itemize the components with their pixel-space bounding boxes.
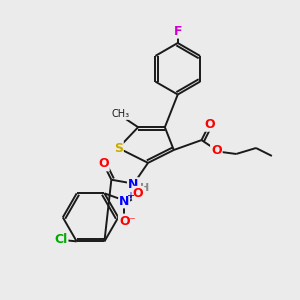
Text: O: O (211, 143, 222, 157)
Text: O: O (204, 118, 215, 131)
Text: N: N (119, 195, 129, 208)
Text: S: S (114, 142, 123, 154)
Text: CH₃: CH₃ (111, 109, 129, 119)
Text: O: O (119, 214, 130, 228)
Text: F: F (173, 25, 182, 38)
Text: ⁻: ⁻ (128, 216, 134, 229)
Text: H: H (140, 183, 150, 193)
Text: O: O (98, 158, 109, 170)
Text: +: + (126, 191, 134, 201)
Text: O: O (133, 187, 143, 200)
Text: Cl: Cl (54, 233, 68, 246)
Text: N: N (128, 178, 138, 191)
